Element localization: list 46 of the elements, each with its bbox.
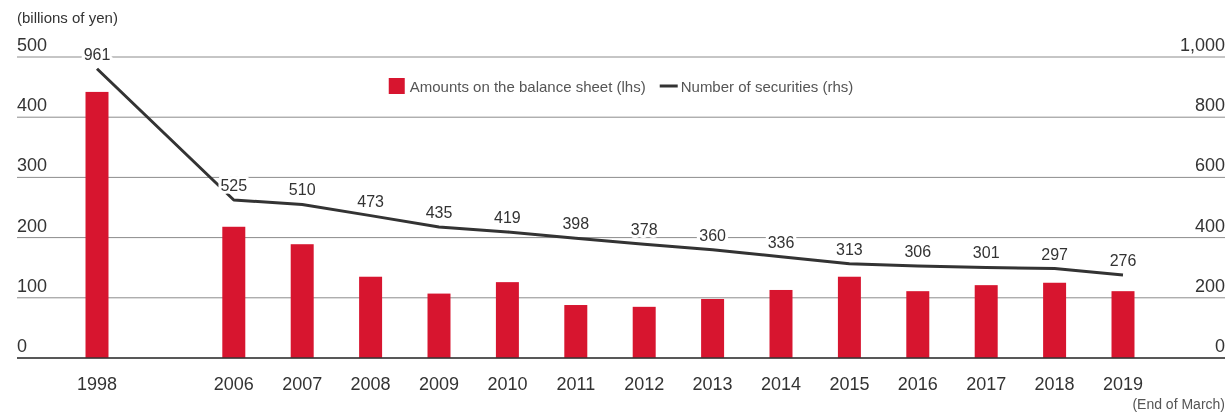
data-label: 336 (767, 233, 795, 251)
y2-tick-label: 600 (1194, 155, 1225, 176)
x-tick-label: 2010 (487, 374, 528, 394)
x-tick-label: 2018 (1034, 374, 1075, 394)
x-tick-label: 2009 (418, 374, 460, 394)
y-tick-label: 300 (17, 155, 48, 176)
x-tick-label: 2012 (624, 374, 665, 394)
legend-label: Number of securities (rhs) (680, 78, 854, 95)
y2-tick-label: 1,000 (1179, 35, 1225, 55)
x-tick-label: 2014 (760, 374, 802, 394)
y2-tick-label: 0 (1214, 336, 1225, 356)
data-label: 961 (83, 45, 111, 63)
legend-label: Amounts on the balance sheet (lhs) (409, 78, 646, 95)
y2-tick-label: 400 (1194, 215, 1225, 236)
data-label: 419 (494, 208, 521, 226)
y-tick-label: 100 (17, 275, 48, 296)
data-label: 360 (699, 226, 727, 244)
data-label: 435 (425, 204, 453, 222)
data-label: 276 (1109, 251, 1137, 269)
text: (End of March) (1132, 396, 1225, 412)
x-tick-label: 2017 (966, 374, 1007, 394)
y2-tick-label: 800 (1194, 95, 1225, 116)
x-tick-label: 2019 (1102, 374, 1144, 394)
data-label: 297 (1041, 245, 1069, 263)
x-tick-label: 2006 (213, 374, 254, 394)
x-tick-label: 2013 (692, 374, 733, 394)
x-tick-label: 2015 (829, 374, 870, 394)
y-tick-label: 400 (17, 95, 48, 116)
x-tick-label: 2016 (897, 374, 938, 394)
data-label: 473 (357, 192, 385, 210)
data-label: 313 (836, 240, 863, 258)
data-label: 301 (972, 244, 1000, 262)
data-label: 525 (220, 176, 248, 194)
y-tick-label: 200 (17, 215, 48, 236)
x-tick-label: 2008 (350, 374, 391, 394)
x-tick-label: 2007 (282, 374, 323, 394)
y-axis-title: (billions of yen) (17, 9, 118, 26)
data-label: 510 (288, 181, 316, 199)
data-label: 378 (630, 221, 658, 239)
y2-tick-label: 200 (1194, 275, 1225, 296)
x-tick-label: 2011 (556, 374, 596, 394)
data-label: 398 (562, 215, 590, 233)
data-label: 306 (904, 242, 932, 260)
x-tick-label: 1998 (76, 374, 118, 394)
y-tick-label: 500 (17, 35, 48, 55)
y-tick-label: 0 (17, 336, 28, 356)
